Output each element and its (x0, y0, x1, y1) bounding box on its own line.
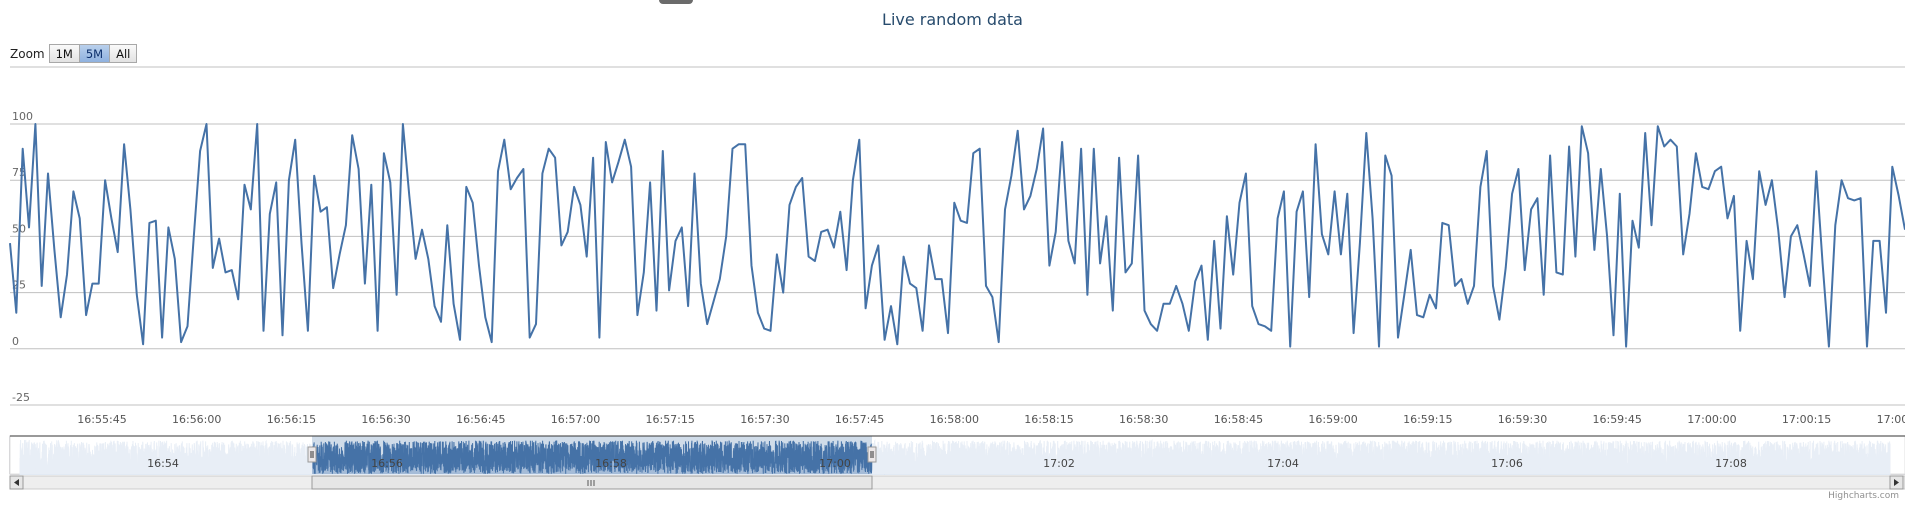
x-tick-label: 16:59:00 (1308, 413, 1357, 426)
y-tick-label: -25 (12, 391, 30, 404)
x-tick-label: 16:57:45 (835, 413, 884, 426)
x-tick-label: 16:57:30 (740, 413, 789, 426)
x-tick-label: 17:00:00 (1687, 413, 1736, 426)
navigator-time-label: 17:08 (1715, 457, 1747, 470)
navigator-handle-right[interactable] (867, 446, 877, 463)
navigator-time-label: 17:06 (1491, 457, 1523, 470)
scrollbar-thumb[interactable] (311, 475, 873, 490)
navigator-time-label: 16:54 (147, 457, 179, 470)
scrollbar[interactable] (9, 475, 1905, 490)
scrollbar-left-arrow[interactable] (9, 475, 24, 490)
x-tick-label: 16:56:30 (361, 413, 410, 426)
navigator-time-label: 17:00 (819, 457, 851, 470)
navigator-handle-left[interactable] (307, 446, 317, 463)
range-selector: Zoom 1M 5M All (10, 44, 138, 63)
scrollbar-right-arrow[interactable] (1889, 475, 1904, 490)
x-tick-label: 16:55:45 (77, 413, 126, 426)
navigator[interactable]: 16:54 16:56 16:58 17:00 17:02 17:04 17:06 17:08 (9, 435, 1905, 475)
x-tick-label: 16:57:00 (551, 413, 600, 426)
series-line (9, 123, 1905, 348)
x-tick-label: 16:58:45 (1214, 413, 1263, 426)
navigator-series-line (311, 440, 873, 474)
top-handle (659, 0, 693, 4)
navigator-time-label: 16:58 (595, 457, 627, 470)
x-tick-label: 16:56:45 (456, 413, 505, 426)
x-tick-label: 17:00:15 (1782, 413, 1831, 426)
navigator-time-label: 17:02 (1043, 457, 1075, 470)
navigator-time-labels: 16:54 16:56 16:58 17:00 17:02 17:04 17:06 17:08 (147, 457, 1747, 470)
navigator-time-label: 16:56 (371, 457, 403, 470)
scrollbar-track (9, 475, 1905, 490)
x-tick-label: 16:57:15 (645, 413, 694, 426)
navigator-mask-right (872, 436, 1905, 474)
x-tick-label: 16:58:30 (1119, 413, 1168, 426)
zoom-label: Zoom (10, 46, 45, 61)
x-tick-label: 16:56:15 (267, 413, 316, 426)
chart-title: Live random data (882, 10, 1023, 29)
x-tick-label: 16:59:15 (1403, 413, 1452, 426)
zoom-5m-button[interactable]: 5M (79, 44, 111, 63)
x-tick-label: 16:58:15 (1024, 413, 1073, 426)
x-tick-label: 16:59:30 (1498, 413, 1547, 426)
x-tick-label: 16:58:00 (930, 413, 979, 426)
y-tick-label: 0 (12, 335, 19, 348)
x-tick-label: 17:00:30 (1877, 413, 1905, 426)
y-tick-label: 100 (12, 110, 33, 123)
navigator-mask-left (10, 436, 312, 474)
x-tick-label: 16:56:00 (172, 413, 221, 426)
x-tick-label: 16:59:45 (1592, 413, 1641, 426)
y-tick-label: 25 (12, 279, 26, 292)
zoom-all-button[interactable]: All (110, 44, 138, 63)
credits-link[interactable]: Highcharts.com (1828, 491, 1899, 501)
navigator-time-label: 17:04 (1267, 457, 1299, 470)
zoom-1m-button[interactable]: 1M (48, 44, 80, 63)
x-axis-labels: 16:55:45 16:56:00 16:56:15 16:56:30 16:56:45… (77, 413, 1905, 426)
